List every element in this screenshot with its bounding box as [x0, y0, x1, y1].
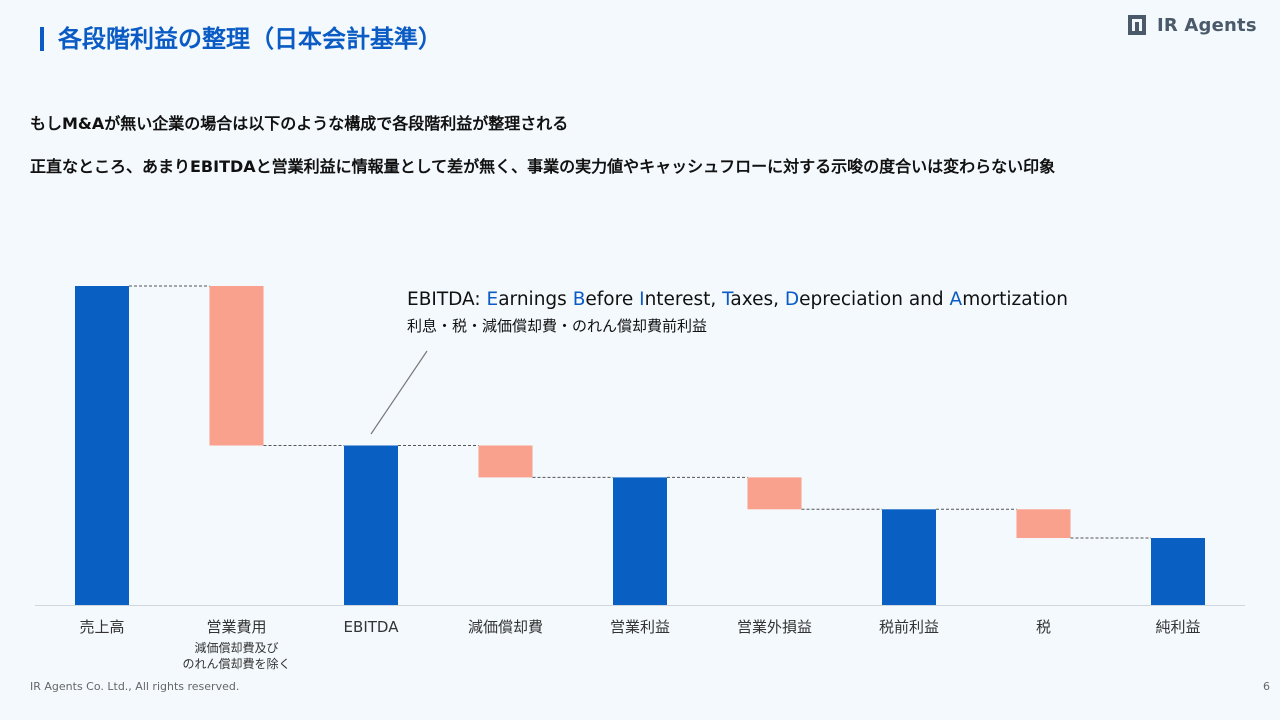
decrease-bar-1: [209, 286, 264, 446]
total-bar-2: [344, 445, 398, 605]
summary-line-1: もしM&Aが無い企業の場合は以下のような構成で各段階利益が整理される: [30, 114, 569, 133]
category-label: 営業利益: [610, 618, 670, 636]
ebitda-definition-japanese: 利息・税・減価償却費・のれん償却費前利益: [407, 317, 708, 335]
category-label: 売上高: [79, 618, 124, 636]
decrease-bar-7: [1016, 509, 1071, 539]
summary-line-2: 正直なところ、あまりEBITDAと営業利益に情報量として差が無く、事業の実力値や…: [30, 157, 1056, 176]
category-sublabel: のれん償却費を除く: [182, 656, 290, 671]
category-label: EBITDA: [344, 618, 400, 636]
ebitda-definition-text: epreciation and: [799, 289, 950, 310]
decrease-bar-3: [478, 445, 533, 478]
page-title: 各段階利益の整理（日本会計基準）: [58, 25, 442, 53]
page-number: 6: [1263, 680, 1270, 693]
category-label: 営業外損益: [737, 618, 812, 636]
ebitda-initial-letter: D: [784, 289, 800, 310]
total-bar-8: [1151, 538, 1205, 605]
category-label: 営業費用: [206, 618, 266, 636]
annotation-pointer-line: [370, 350, 428, 435]
total-bar-6: [882, 509, 936, 605]
logo-text: IR Agents: [1157, 14, 1257, 36]
ebitda-definition-text: efore: [585, 289, 640, 310]
copyright: IR Agents Co. Ltd., All rights reserved.: [30, 680, 240, 693]
ebitda-initial-letter: B: [572, 289, 586, 310]
ebitda-definition-text: nterest,: [644, 289, 723, 310]
ebitda-initial-letter: I: [639, 289, 645, 310]
ir-agents-logo-icon: [1128, 15, 1146, 35]
ebitda-definition-text: arnings: [498, 289, 573, 310]
decrease-bar-5: [747, 477, 802, 510]
ebitda-initial-letter: E: [486, 289, 499, 310]
category-label: 減価償却費: [468, 618, 543, 636]
ebitda-definition: EBITDA: Earnings Before Interest, Taxes,…: [407, 289, 1068, 310]
category-label: 税前利益: [879, 618, 939, 636]
category-sublabel: 減価償却費及び: [194, 640, 278, 655]
total-bar-4: [613, 477, 667, 605]
total-bar-0: [75, 286, 129, 605]
ebitda-initial-letter: T: [722, 289, 731, 310]
title-accent-bar: [40, 27, 44, 51]
ebitda-definition-text: EBITDA:: [407, 289, 487, 310]
logo: IR Agents: [1125, 13, 1257, 37]
category-label: 税: [1036, 618, 1051, 636]
ebitda-initial-letter: A: [949, 289, 963, 310]
ebitda-definition-text: axes,: [730, 289, 785, 310]
category-label: 純利益: [1155, 618, 1200, 636]
ebitda-definition-text: mortization: [962, 289, 1069, 310]
